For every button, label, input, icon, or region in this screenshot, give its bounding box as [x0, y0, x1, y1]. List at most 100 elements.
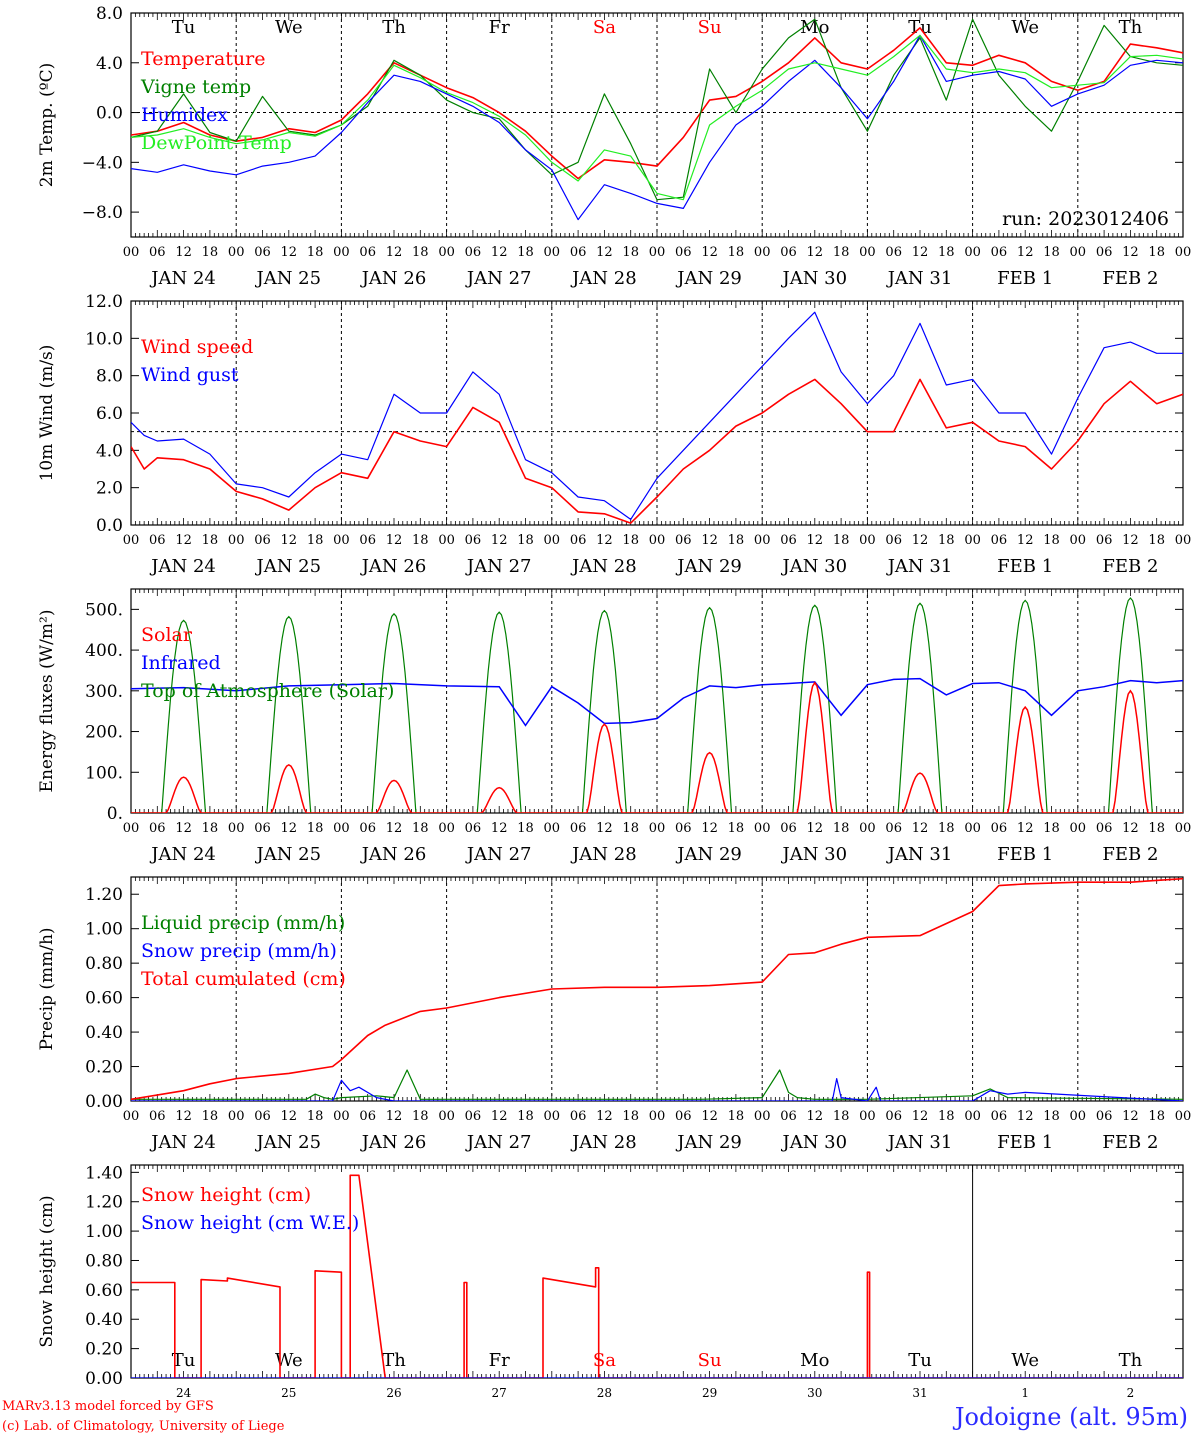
date-label: JAN 31 — [886, 556, 953, 577]
hour-label: 00 — [964, 245, 981, 260]
hour-label: 00 — [544, 821, 561, 836]
y-tick-label: 0.20 — [85, 1058, 123, 1078]
y-tick-label: 500. — [85, 600, 123, 620]
panel-5: 1.40 1.20 1.00 0.80 0.60 0.40 0.20 0.00 Snow hei… — [37, 1163, 1184, 1399]
hour-label: 18 — [938, 1109, 955, 1124]
hour-label: 00 — [859, 245, 876, 260]
hour-label: 18 — [517, 1109, 534, 1124]
station-name: Jodoigne (alt. 95m) — [954, 1403, 1188, 1431]
series-line — [131, 34, 1183, 201]
hour-label: 00 — [1175, 821, 1192, 836]
y-tick-label: 0.20 — [85, 1340, 123, 1360]
hour-label: 12 — [596, 245, 613, 260]
hour-label: 00 — [544, 245, 561, 260]
y-tick-label: 8.0 — [96, 4, 123, 24]
model-credit: MARv3.13 model forced by GFS — [2, 1399, 214, 1414]
date-label: JAN 29 — [675, 556, 742, 577]
hour-label: 12 — [807, 533, 824, 548]
hour-label: 18 — [202, 1109, 219, 1124]
hour-label: 18 — [728, 245, 745, 260]
hour-label: 00 — [964, 1109, 981, 1124]
day-name: Fr — [489, 17, 510, 38]
hour-label: 12 — [596, 1109, 613, 1124]
legend-entry: Wind gust — [141, 364, 239, 386]
hour-label: 12 — [807, 821, 824, 836]
hour-label: 00 — [859, 533, 876, 548]
hour-label: 12 — [175, 533, 192, 548]
hour-label: 06 — [465, 1109, 482, 1124]
series-group — [131, 597, 1183, 813]
hour-label: 06 — [149, 1109, 166, 1124]
date-label: JAN 25 — [255, 844, 322, 865]
hour-label: 06 — [675, 1109, 692, 1124]
hour-label: 12 — [281, 533, 298, 548]
hour-label: 12 — [596, 533, 613, 548]
hour-label: 00 — [438, 821, 455, 836]
hour-label: 12 — [1122, 245, 1139, 260]
hour-label: 18 — [202, 821, 219, 836]
hour-label: 00 — [754, 245, 771, 260]
y-tick-label: 0.80 — [85, 954, 123, 974]
hour-label: 18 — [938, 821, 955, 836]
legend-entry: Total cumulated (cm) — [141, 968, 346, 990]
hour-label: 00 — [228, 245, 245, 260]
hour-label: 06 — [149, 821, 166, 836]
hour-label: 18 — [307, 533, 324, 548]
hour-label: 00 — [333, 1109, 350, 1124]
y-tick-label: 0.00 — [85, 1369, 123, 1389]
hour-label: 00 — [1070, 1109, 1087, 1124]
hour-label: 06 — [780, 533, 797, 548]
date-label: FEB 1 — [997, 268, 1053, 289]
hour-label: 00 — [1175, 1109, 1192, 1124]
date-label: JAN 27 — [465, 844, 532, 865]
hour-label: 12 — [386, 1109, 403, 1124]
hour-label: 06 — [1096, 245, 1113, 260]
hour-label: 18 — [1043, 1109, 1060, 1124]
y-tick-label: 1.40 — [85, 1163, 123, 1183]
hour-label: 00 — [123, 533, 140, 548]
hour-label: 12 — [281, 821, 298, 836]
day-name: Sa — [593, 1350, 616, 1371]
hour-label: 00 — [228, 1109, 245, 1124]
hour-label: 18 — [833, 245, 850, 260]
hour-label: 00 — [649, 533, 666, 548]
hour-label: 12 — [491, 821, 508, 836]
date-number: 28 — [597, 1386, 612, 1399]
hour-label: 06 — [359, 533, 376, 548]
date-number: 30 — [807, 1386, 822, 1399]
date-label: JAN 27 — [465, 268, 532, 289]
hour-label: 12 — [175, 245, 192, 260]
date-label: JAN 28 — [570, 1132, 637, 1153]
date-label: JAN 26 — [360, 556, 427, 577]
hour-label: 18 — [938, 533, 955, 548]
date-number: 26 — [386, 1386, 401, 1399]
hour-label: 00 — [123, 821, 140, 836]
date-label: JAN 24 — [149, 1132, 216, 1153]
hour-label: 12 — [175, 821, 192, 836]
hour-label: 00 — [964, 533, 981, 548]
hour-label: 18 — [1148, 821, 1165, 836]
day-name: Tu — [908, 1350, 932, 1371]
hour-label: 18 — [622, 533, 639, 548]
hour-label: 06 — [991, 1109, 1008, 1124]
hour-label: 00 — [1175, 245, 1192, 260]
date-label: JAN 28 — [570, 844, 637, 865]
date-label: JAN 27 — [465, 556, 532, 577]
hour-label: 00 — [228, 533, 245, 548]
day-name: Mo — [800, 1350, 829, 1371]
hour-label: 12 — [386, 533, 403, 548]
hour-label: 06 — [991, 821, 1008, 836]
panel-4: 1.20 1.00 0.80 0.60 0.40 0.20 0.00 Precip (mm/h… — [37, 876, 1192, 1153]
hour-label: 18 — [412, 245, 429, 260]
date-label: JAN 31 — [886, 844, 953, 865]
hour-label: 00 — [859, 1109, 876, 1124]
series-line — [131, 877, 1183, 1101]
hour-label: 18 — [833, 533, 850, 548]
hour-label: 06 — [254, 821, 271, 836]
day-name: Tu — [172, 17, 196, 38]
hour-label: 18 — [833, 821, 850, 836]
y-axis-label: Precip (mm/h) — [37, 927, 57, 1050]
hour-label: 12 — [386, 245, 403, 260]
hour-label: 12 — [491, 1109, 508, 1124]
hour-label: 18 — [1043, 821, 1060, 836]
